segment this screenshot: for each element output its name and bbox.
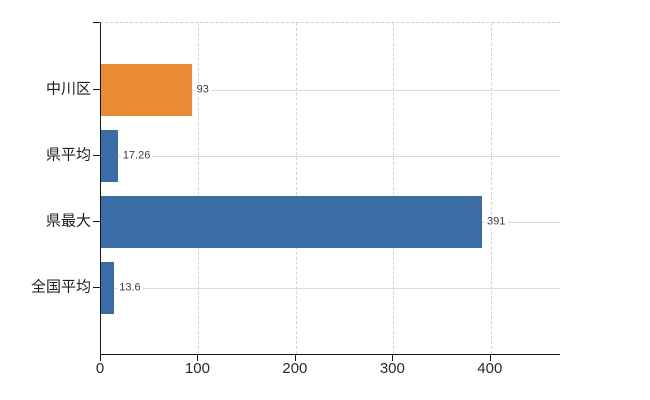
x-tick-label-100: 100 — [184, 360, 210, 377]
y-tick-2 — [93, 221, 100, 222]
x-tick-label-300: 300 — [379, 360, 405, 377]
value-label-全国平均: 13.6 — [117, 281, 143, 295]
category-label-県最大: 県最大 — [45, 212, 91, 230]
x-tick-label-0: 0 — [95, 360, 105, 377]
x-tick-100 — [197, 354, 199, 361]
row-gridline-0 — [101, 90, 560, 91]
y-tick-0 — [93, 89, 100, 90]
x-gridline-400 — [490, 23, 492, 354]
x-tick-200 — [294, 354, 296, 361]
bar-中川区 — [101, 64, 192, 116]
x-gridline-100 — [198, 23, 200, 354]
row-gridline-3 — [101, 288, 560, 289]
x-tick-label-200: 200 — [282, 360, 308, 377]
x-tick-0 — [100, 354, 101, 361]
bar-県平均 — [101, 130, 118, 182]
y-axis-top-tick — [93, 22, 100, 23]
row-gridline-1 — [101, 156, 560, 157]
x-tick-label-400: 400 — [477, 360, 503, 377]
value-label-中川区: 93 — [194, 83, 211, 97]
bar-県最大 — [101, 196, 483, 248]
category-label-全国平均: 全国平均 — [30, 278, 91, 296]
x-gridline-200 — [295, 23, 297, 354]
category-label-中川区: 中川区 — [45, 80, 91, 98]
category-label-県平均: 県平均 — [45, 146, 91, 164]
bar-全国平均 — [101, 262, 115, 314]
x-tick-400 — [489, 354, 491, 361]
value-label-県平均: 17.26 — [120, 149, 153, 163]
y-tick-1 — [93, 155, 100, 156]
x-gridline-300 — [393, 23, 395, 354]
y-tick-3 — [93, 287, 100, 288]
value-label-県最大: 391 — [485, 215, 508, 229]
plot-area: 93 17.26 391 13.6 — [100, 22, 560, 355]
x-tick-300 — [392, 354, 394, 361]
